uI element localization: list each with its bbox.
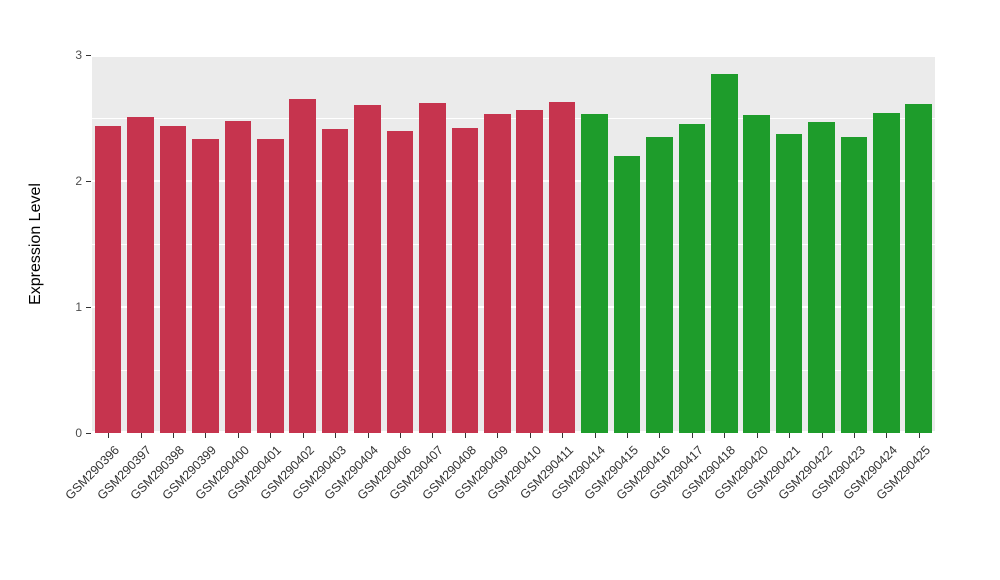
x-axis-tick-mark bbox=[594, 433, 596, 438]
x-axis-tick-mark bbox=[529, 433, 531, 438]
bar-GSM290420 bbox=[743, 115, 770, 433]
bar-GSM290414 bbox=[581, 114, 608, 433]
bar-GSM290401 bbox=[257, 139, 284, 433]
x-axis-tick-mark bbox=[173, 433, 175, 438]
y-axis-tick-mark bbox=[86, 55, 91, 56]
bar-GSM290403 bbox=[321, 129, 349, 433]
x-axis-tick-mark bbox=[562, 433, 564, 438]
bar-GSM290398 bbox=[159, 125, 187, 433]
bar-GSM290404 bbox=[354, 105, 381, 433]
x-axis-tick-mark bbox=[756, 433, 758, 438]
x-axis-tick-mark bbox=[497, 433, 499, 438]
x-axis-tick-mark bbox=[918, 433, 920, 438]
x-axis-tick-mark bbox=[853, 433, 855, 438]
x-axis-tick-mark bbox=[400, 433, 402, 438]
major-gridline bbox=[92, 180, 935, 182]
x-axis-tick-mark bbox=[789, 433, 791, 438]
bar-GSM290416 bbox=[646, 136, 673, 433]
bar-GSM290406 bbox=[386, 130, 414, 433]
chart-panel bbox=[92, 55, 935, 433]
x-axis-tick-mark bbox=[659, 433, 661, 438]
bar-GSM290422 bbox=[808, 121, 835, 433]
bar-GSM290400 bbox=[224, 120, 252, 433]
x-axis-tick-mark bbox=[724, 433, 726, 438]
x-axis-tick-mark bbox=[108, 433, 110, 438]
major-gridline bbox=[92, 55, 935, 57]
x-axis-tick-mark bbox=[237, 433, 239, 438]
x-axis-tick-mark bbox=[821, 433, 823, 438]
bar-GSM290423 bbox=[840, 136, 868, 433]
x-axis-tick-mark bbox=[626, 433, 628, 438]
x-axis-tick-mark bbox=[205, 433, 207, 438]
x-axis-tick-mark bbox=[432, 433, 434, 438]
y-axis-tick-mark bbox=[86, 307, 91, 308]
y-tick-label: 0 bbox=[75, 426, 82, 440]
minor-gridline bbox=[92, 369, 935, 371]
bar-GSM290425 bbox=[905, 104, 933, 433]
x-axis-tick-mark bbox=[270, 433, 272, 438]
bar-GSM290396 bbox=[94, 125, 122, 433]
minor-gridline bbox=[92, 243, 935, 245]
x-axis-tick-mark bbox=[367, 433, 369, 438]
bar-GSM290399 bbox=[192, 139, 219, 433]
x-axis-tick-mark bbox=[464, 433, 466, 438]
minor-gridline bbox=[92, 117, 935, 119]
bar-GSM290421 bbox=[775, 134, 803, 433]
y-tick-label: 3 bbox=[75, 48, 82, 62]
bar-GSM290402 bbox=[289, 99, 317, 433]
y-axis-tick-mark bbox=[86, 433, 91, 434]
x-axis-tick-mark bbox=[140, 433, 142, 438]
bar-GSM290417 bbox=[678, 124, 706, 433]
x-axis-tick-mark bbox=[302, 433, 304, 438]
bar-GSM290411 bbox=[548, 101, 576, 433]
major-gridline bbox=[92, 431, 935, 433]
y-axis-tick-mark bbox=[86, 181, 91, 182]
bar-GSM290424 bbox=[873, 112, 900, 433]
bar-GSM290410 bbox=[516, 110, 543, 433]
bar-GSM290407 bbox=[419, 102, 446, 433]
y-tick-label: 1 bbox=[75, 300, 82, 314]
x-axis-tick-mark bbox=[886, 433, 888, 438]
bar-GSM290415 bbox=[613, 155, 641, 433]
bar-GSM290408 bbox=[451, 128, 479, 433]
x-axis-tick-mark bbox=[335, 433, 337, 438]
y-axis-label: Expression Level bbox=[27, 183, 44, 305]
y-tick-label: 2 bbox=[75, 174, 82, 188]
x-axis-tick-mark bbox=[691, 433, 693, 438]
bar-GSM290409 bbox=[483, 114, 511, 433]
bar-GSM290397 bbox=[127, 116, 154, 433]
bar-GSM290418 bbox=[710, 73, 738, 433]
major-gridline bbox=[92, 306, 935, 308]
